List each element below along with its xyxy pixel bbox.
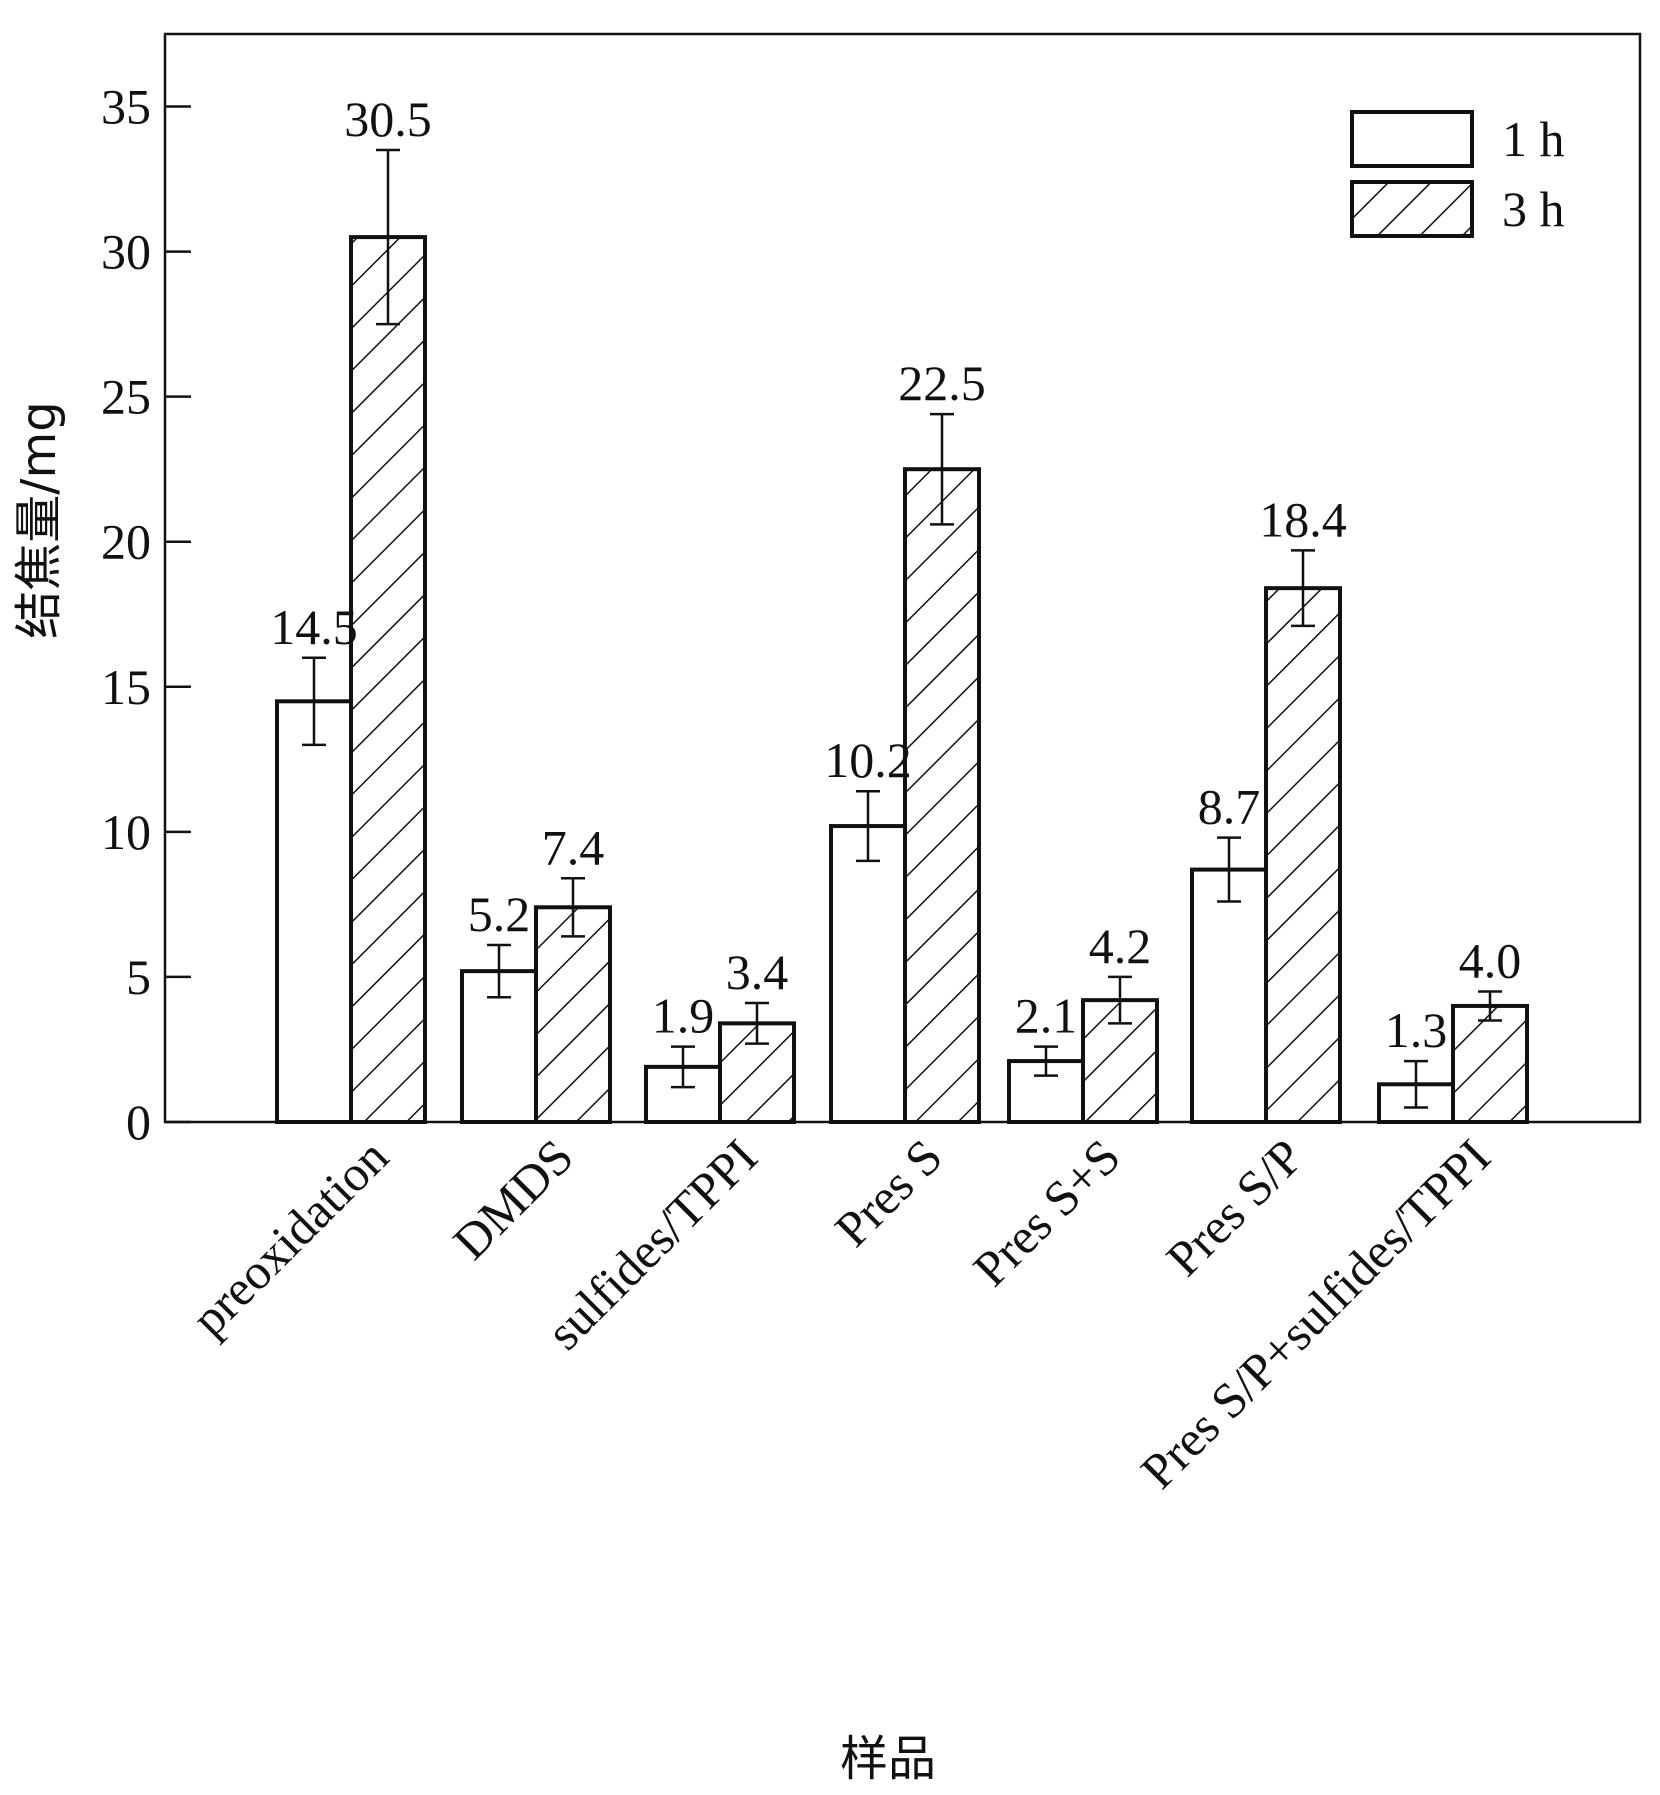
legend-swatch-1h — [1350, 110, 1474, 168]
data-label: 1.3 — [1385, 1002, 1448, 1058]
data-label: 3.4 — [726, 944, 789, 1000]
data-label: 30.5 — [344, 91, 432, 147]
y-axis-title: 结焦量/mg — [11, 401, 67, 638]
legend-label-1h: 1 h — [1502, 111, 1565, 167]
category-label: preoxidation — [180, 1128, 398, 1346]
bar-3h — [349, 235, 427, 1125]
data-label: 14.5 — [270, 599, 358, 655]
y-tick-label: 25 — [101, 369, 151, 425]
data-label: 10.2 — [824, 732, 912, 788]
y-tick-label: 30 — [101, 224, 151, 280]
data-label: 22.5 — [898, 355, 986, 411]
bar-1h — [1190, 867, 1268, 1124]
x-axis-title: 样品 — [840, 1731, 936, 1787]
category-label: DMDS — [442, 1128, 584, 1270]
legend-swatch-3h — [1350, 180, 1474, 238]
y-tick-label: 5 — [126, 949, 151, 1005]
bar-3h — [534, 905, 612, 1124]
bar-3h — [1264, 586, 1342, 1124]
data-label: 18.4 — [1259, 491, 1347, 547]
category-label: Pres S/P+sulfides/TPPI — [1130, 1128, 1501, 1499]
bar-1h — [829, 824, 907, 1125]
y-tick-label: 20 — [101, 514, 151, 570]
y-tick-label: 15 — [101, 659, 151, 715]
data-label: 7.4 — [542, 819, 605, 875]
data-label: 4.2 — [1089, 918, 1152, 974]
data-label: 4.0 — [1459, 932, 1522, 988]
category-label: Pres S/P — [1155, 1128, 1313, 1286]
data-label: 5.2 — [468, 886, 531, 942]
legend-label-3h: 3 h — [1502, 181, 1565, 237]
data-label: 2.1 — [1015, 988, 1078, 1044]
y-tick-label: 10 — [101, 804, 151, 860]
category-label: Pres S+S — [962, 1128, 1131, 1297]
bar-3h — [1451, 1003, 1529, 1124]
bar-1h — [275, 699, 353, 1124]
data-label: 8.7 — [1198, 779, 1261, 835]
category-label: Pres S — [824, 1128, 953, 1257]
data-label: 1.9 — [652, 988, 715, 1044]
y-tick-label: 0 — [126, 1094, 151, 1150]
y-tick-label: 35 — [101, 79, 151, 135]
bar-3h — [903, 467, 981, 1124]
